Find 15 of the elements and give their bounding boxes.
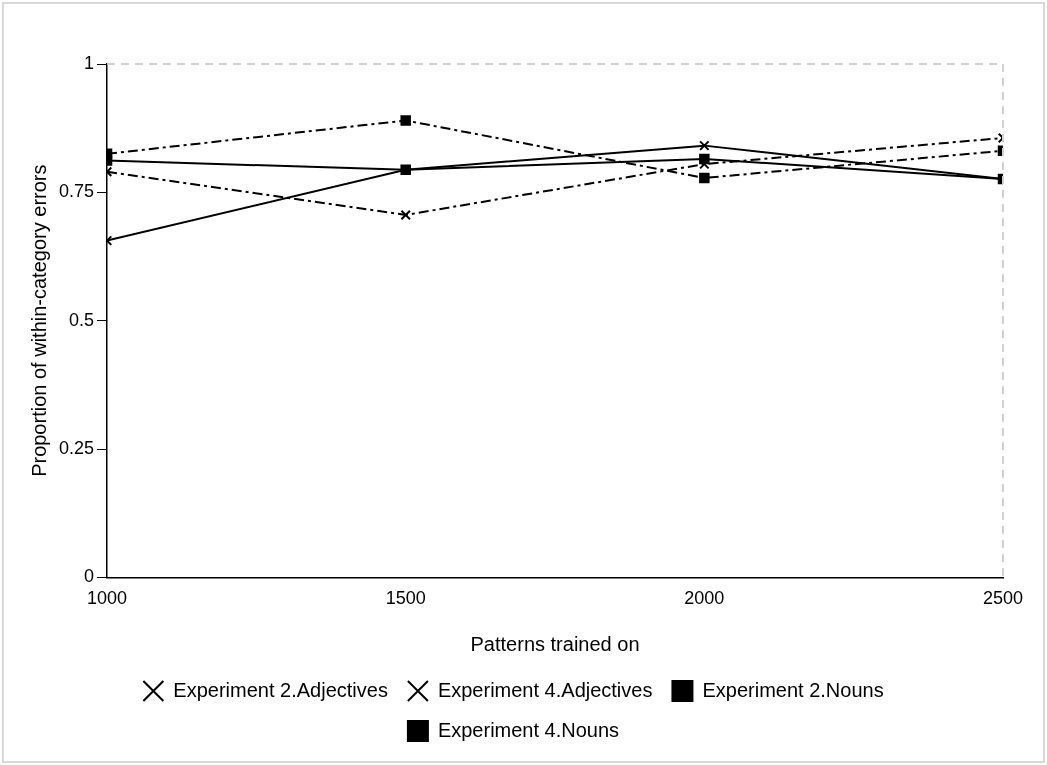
y-axis-title: Proportion of within-category errors (27, 164, 50, 477)
y-tick-label: 0.25 (58, 438, 95, 459)
legend-label: Experiment 4.Adjectives (437, 678, 653, 701)
y-tick-label: 0.75 (58, 181, 95, 202)
x-tick-label: 2500 (982, 588, 1024, 609)
legend-label: Experiment 4.Nouns (437, 718, 620, 741)
x-tick-label: 1500 (385, 588, 426, 609)
y-tick-label: 1 (84, 52, 95, 73)
y-tick-label: 0.5 (69, 309, 95, 330)
y-tick-label: 0 (84, 566, 95, 587)
legend-label: Experiment 2.Nouns (702, 678, 884, 701)
x-tick-label: 1000 (87, 588, 128, 609)
legend-label: Experiment 2.Adjectives (173, 678, 388, 701)
x-axis-title: Patterns trained on (470, 632, 640, 655)
x-tick-label: 2000 (684, 588, 725, 609)
